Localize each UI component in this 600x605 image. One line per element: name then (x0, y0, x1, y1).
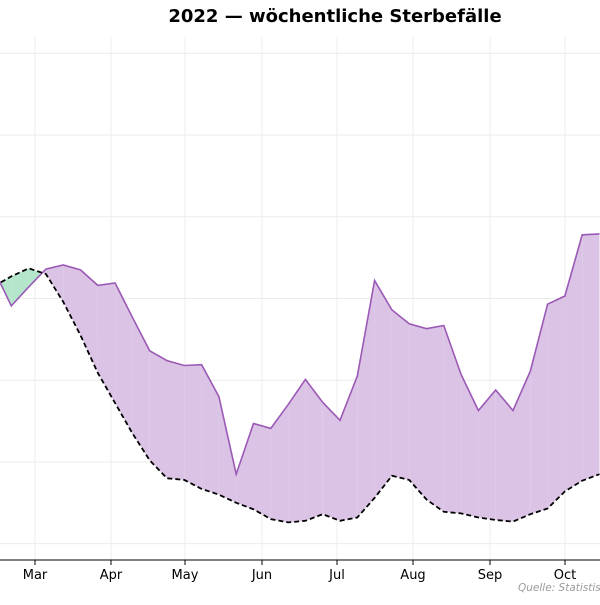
x-tick-label: Jun (251, 568, 272, 583)
fill-excess (461, 374, 478, 517)
fill-excess (254, 424, 271, 520)
fill-deficit (11, 268, 28, 306)
fill-excess (305, 379, 322, 520)
fill-excess (81, 270, 98, 373)
fill-excess (202, 365, 219, 495)
chart-title: 2022 — wöchentliche Sterbefälle (168, 6, 501, 27)
x-tick-label: Apr (100, 568, 123, 583)
fill-excess (150, 351, 167, 478)
x-tick-label: Mar (23, 568, 48, 583)
x-tick-label: Oct (554, 568, 576, 583)
x-tick-label: May (172, 568, 199, 583)
x-tick-label: Aug (400, 568, 425, 583)
fill-excess (496, 390, 513, 522)
fill-excess (357, 281, 374, 518)
fill-excess (98, 283, 115, 403)
fill-excess (392, 310, 409, 480)
fill-excess (582, 234, 599, 481)
x-axis-ticks: Mar Apr May Jun Jul Aug Sep Oct (23, 560, 577, 583)
fill-excess (63, 265, 80, 335)
fill-excess (167, 361, 184, 480)
x-tick-label: Sep (478, 568, 503, 583)
fill-excess (444, 325, 461, 513)
fill-excess (323, 402, 340, 520)
source-note: Quelle: Statistis (518, 582, 600, 594)
fill-excess (409, 324, 426, 500)
fill-excess (427, 325, 444, 511)
fill-excess (548, 296, 565, 508)
fill-excess (115, 283, 132, 433)
fill-excess (184, 365, 201, 489)
fill-areas (0, 234, 600, 522)
fill-excess (478, 390, 495, 520)
fill-excess (271, 405, 288, 523)
fill-excess (513, 371, 530, 521)
x-tick-label: Jul (328, 568, 345, 583)
fill-excess (565, 235, 582, 492)
fill-excess (375, 281, 392, 498)
fill-excess (219, 397, 236, 503)
